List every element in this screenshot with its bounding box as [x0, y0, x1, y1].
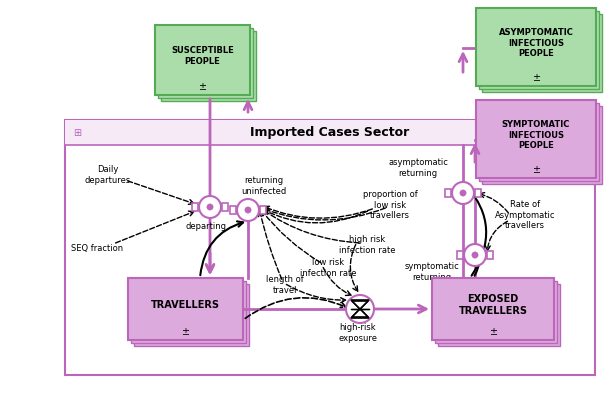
Text: high risk
infection rate: high risk infection rate	[339, 235, 395, 255]
FancyBboxPatch shape	[192, 203, 198, 212]
Polygon shape	[352, 309, 368, 317]
Circle shape	[460, 190, 466, 196]
FancyBboxPatch shape	[475, 189, 481, 197]
Text: TRAVELLERS: TRAVELLERS	[151, 300, 220, 310]
Text: symptomatic
returning: symptomatic returning	[404, 262, 459, 282]
Text: Daily
departures: Daily departures	[85, 165, 131, 185]
Polygon shape	[351, 300, 369, 309]
FancyBboxPatch shape	[128, 278, 243, 340]
FancyBboxPatch shape	[131, 281, 246, 343]
Text: SUSCEPTIBLE
PEOPLE: SUSCEPTIBLE PEOPLE	[171, 46, 234, 66]
FancyBboxPatch shape	[221, 203, 228, 212]
FancyBboxPatch shape	[482, 106, 602, 184]
FancyBboxPatch shape	[259, 206, 265, 214]
FancyBboxPatch shape	[476, 8, 596, 86]
Text: EXPOSED
TRAVELLERS: EXPOSED TRAVELLERS	[459, 294, 528, 316]
Circle shape	[207, 204, 213, 210]
Circle shape	[245, 207, 251, 213]
Text: 🔒: 🔒	[580, 128, 586, 137]
Text: returning
uninfected: returning uninfected	[242, 176, 287, 196]
Polygon shape	[351, 309, 369, 318]
FancyBboxPatch shape	[479, 11, 599, 89]
Text: ⊞: ⊞	[73, 128, 81, 138]
Text: ASYMPTOMATIC
INFECTIOUS
PEOPLE: ASYMPTOMATIC INFECTIOUS PEOPLE	[498, 28, 573, 58]
Polygon shape	[352, 301, 368, 309]
Text: length of
travel: length of travel	[266, 275, 304, 295]
Circle shape	[452, 182, 474, 204]
Text: departing: departing	[185, 221, 226, 230]
FancyBboxPatch shape	[134, 284, 249, 346]
Text: Imported Cases Sector: Imported Cases Sector	[250, 126, 410, 139]
FancyBboxPatch shape	[458, 251, 464, 259]
Text: ±: ±	[489, 327, 497, 337]
Text: low risk
infection rate: low risk infection rate	[300, 258, 356, 278]
FancyBboxPatch shape	[65, 120, 595, 375]
FancyBboxPatch shape	[432, 278, 554, 340]
FancyBboxPatch shape	[231, 206, 237, 214]
Text: Rate of
Asymptomatic
travellers: Rate of Asymptomatic travellers	[495, 200, 555, 230]
FancyBboxPatch shape	[445, 189, 451, 197]
Circle shape	[199, 196, 221, 218]
FancyBboxPatch shape	[476, 100, 596, 178]
Text: ±: ±	[198, 82, 207, 92]
FancyBboxPatch shape	[438, 284, 560, 346]
FancyBboxPatch shape	[158, 28, 253, 98]
Text: ±: ±	[182, 327, 190, 337]
FancyBboxPatch shape	[487, 251, 493, 259]
FancyBboxPatch shape	[161, 31, 256, 101]
Circle shape	[472, 252, 478, 258]
FancyBboxPatch shape	[65, 120, 595, 145]
FancyBboxPatch shape	[155, 25, 250, 95]
Text: SEQ fraction: SEQ fraction	[71, 243, 123, 253]
Text: ±: ±	[532, 165, 540, 175]
Text: proportion of
low risk
travellers: proportion of low risk travellers	[362, 190, 417, 220]
Text: asymptomatic
returning: asymptomatic returning	[388, 158, 448, 178]
Text: high-risk
exposure: high-risk exposure	[339, 323, 378, 343]
Circle shape	[237, 199, 259, 221]
Circle shape	[346, 295, 374, 323]
FancyBboxPatch shape	[435, 281, 557, 343]
Circle shape	[464, 244, 486, 266]
Text: SYMPTOMATIC
INFECTIOUS
PEOPLE: SYMPTOMATIC INFECTIOUS PEOPLE	[502, 120, 570, 150]
FancyBboxPatch shape	[479, 103, 599, 181]
Text: ±: ±	[532, 73, 540, 83]
FancyBboxPatch shape	[482, 14, 602, 92]
